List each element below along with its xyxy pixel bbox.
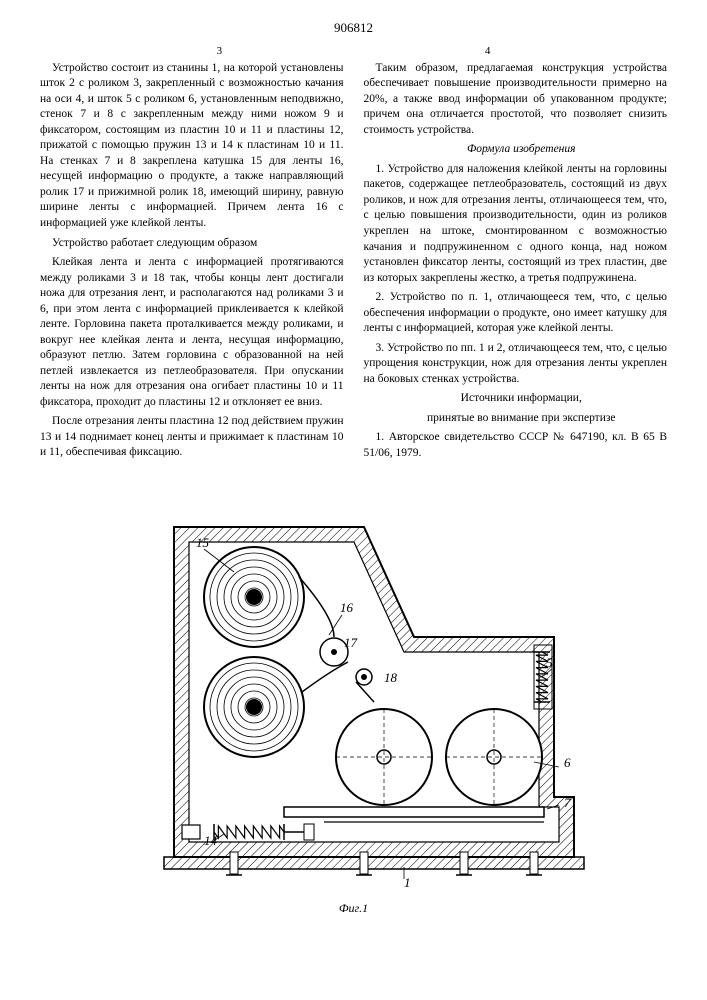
col-num-left: 3 <box>40 44 344 59</box>
svg-text:5: 5 <box>546 655 553 670</box>
claim: 3. Устройство по пп. 1 и 2, отличающееся… <box>364 341 668 388</box>
svg-text:6: 6 <box>564 755 571 770</box>
figure-label: Фиг.1 <box>40 901 667 916</box>
claim: 1. Устройство для наложения клейкой лент… <box>364 162 668 286</box>
mechanical-diagram: 15 16 17 18 5 6 7 1 14 <box>104 477 604 897</box>
svg-text:17: 17 <box>344 635 358 650</box>
formula-title: Формула изобретения <box>364 142 668 158</box>
claim: 2. Устройство по п. 1, отличающееся тем,… <box>364 290 668 337</box>
para: Клейкая лента и лента с информацией прот… <box>40 255 344 410</box>
col-num-right: 4 <box>364 44 668 59</box>
figure-1: 15 16 17 18 5 6 7 1 14 Фиг.1 <box>40 477 667 916</box>
svg-text:15: 15 <box>196 535 210 550</box>
svg-text:16: 16 <box>340 600 354 615</box>
para: Таким образом, предлагаемая конструкция … <box>364 61 668 139</box>
para: Устройство работает следующим образом <box>40 236 344 252</box>
svg-text:7: 7 <box>564 795 571 810</box>
svg-text:14: 14 <box>204 833 218 848</box>
left-column: 3 Устройство состоит из станины 1, на ко… <box>40 44 344 465</box>
right-column: 4 Таким образом, предлагаемая конструкци… <box>364 44 668 465</box>
para: После отрезания ленты пластина 12 под де… <box>40 414 344 461</box>
document-number: 906812 <box>40 20 667 36</box>
sources-sub: принятые во внимание при экспертизе <box>364 411 668 427</box>
sources-title: Источники информации, <box>364 391 668 407</box>
para: Устройство состоит из станины 1, на кото… <box>40 61 344 232</box>
text-columns: 3 Устройство состоит из станины 1, на ко… <box>40 44 667 465</box>
source-ref: 1. Авторское свидетельство СССР № 647190… <box>364 430 668 461</box>
svg-text:18: 18 <box>384 670 398 685</box>
svg-text:1: 1 <box>404 875 411 890</box>
